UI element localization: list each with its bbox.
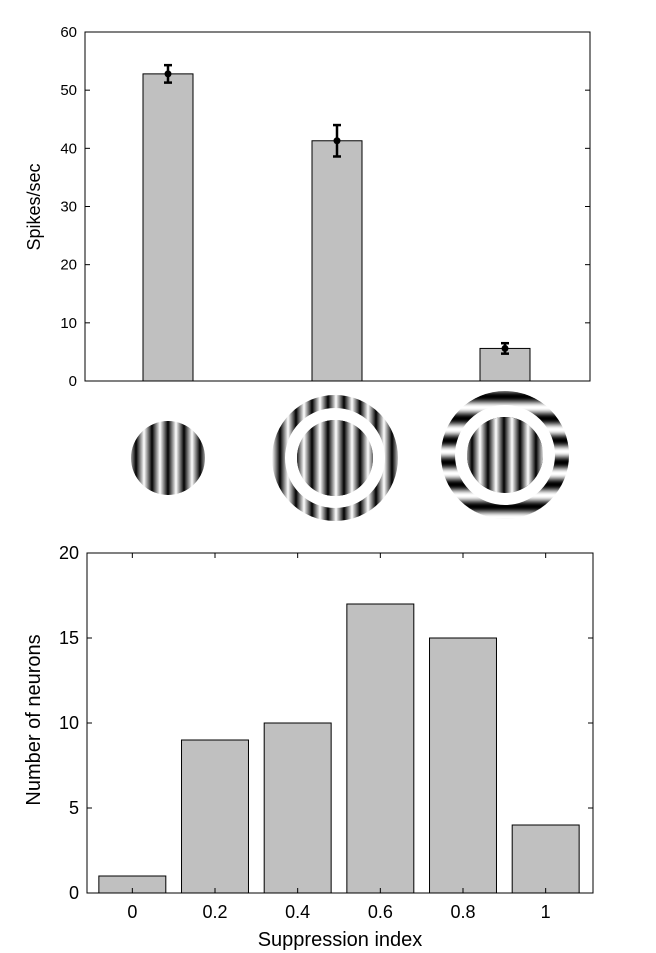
chart2-y-axis-label: Number of neurons [23, 634, 45, 805]
chart1-y-ticks: 0 10 20 30 40 50 60 [60, 24, 590, 390]
chart2-y-tick-label: 10 [59, 713, 79, 733]
center-parallel-surround-grating-icon [272, 395, 398, 521]
chart1-mean-marker [164, 70, 172, 78]
chart2-y-ticks: 0 5 10 15 20 [59, 543, 593, 903]
chart2-x-ticks: 0 0.2 0.4 0.6 0.8 1 [127, 553, 551, 922]
spike-rate-bar-chart: 0 10 20 30 40 50 60 Spikes/sec [24, 24, 591, 390]
chart2-bars [98, 603, 580, 894]
chart2-bar [263, 722, 332, 894]
stimulus-icons [131, 391, 569, 521]
chart2-x-axis-label: Suppression index [258, 929, 423, 951]
chart1-y-axis-label: Spikes/sec [24, 163, 44, 250]
chart2-y-tick-label: 5 [69, 798, 79, 818]
chart1-y-tick-label: 20 [60, 257, 77, 274]
chart1-y-tick-label: 10 [60, 315, 77, 332]
chart1-mean-marker [501, 344, 509, 352]
chart1-bar [142, 73, 194, 382]
chart2-x-tick-label: 0.4 [285, 902, 310, 922]
chart1-mean-marker [333, 137, 341, 145]
chart1-y-tick-label: 40 [60, 140, 77, 157]
chart1-y-tick-label: 50 [60, 82, 77, 99]
chart2-bar [181, 739, 249, 894]
chart1-y-tick-label: 30 [60, 199, 77, 216]
chart2-y-tick-label: 0 [69, 883, 79, 903]
chart2-x-tick-label: 0 [127, 902, 137, 922]
chart2-bar [511, 824, 580, 894]
chart1-y-tick-label: 60 [60, 24, 77, 41]
chart2-y-tick-label: 15 [59, 628, 79, 648]
chart2-bar [429, 637, 497, 894]
center-orthogonal-surround-grating-icon [441, 391, 569, 519]
chart2-x-tick-label: 1 [541, 902, 551, 922]
chart2-x-tick-label: 0.6 [368, 902, 393, 922]
chart2-x-tick-label: 0.2 [202, 902, 227, 922]
chart2-bar [346, 603, 415, 894]
chart1-bars [142, 63, 531, 382]
center-only-grating-icon [131, 421, 205, 495]
chart1-y-tick-label: 0 [69, 373, 77, 390]
chart2-y-tick-label: 20 [59, 543, 79, 563]
chart2-x-tick-label: 0.8 [450, 902, 475, 922]
suppression-index-histogram: 0 5 10 15 20 0 0.2 0.4 0.6 0.8 1 Suppression inde… [23, 543, 594, 951]
chart1-bar [311, 140, 363, 382]
